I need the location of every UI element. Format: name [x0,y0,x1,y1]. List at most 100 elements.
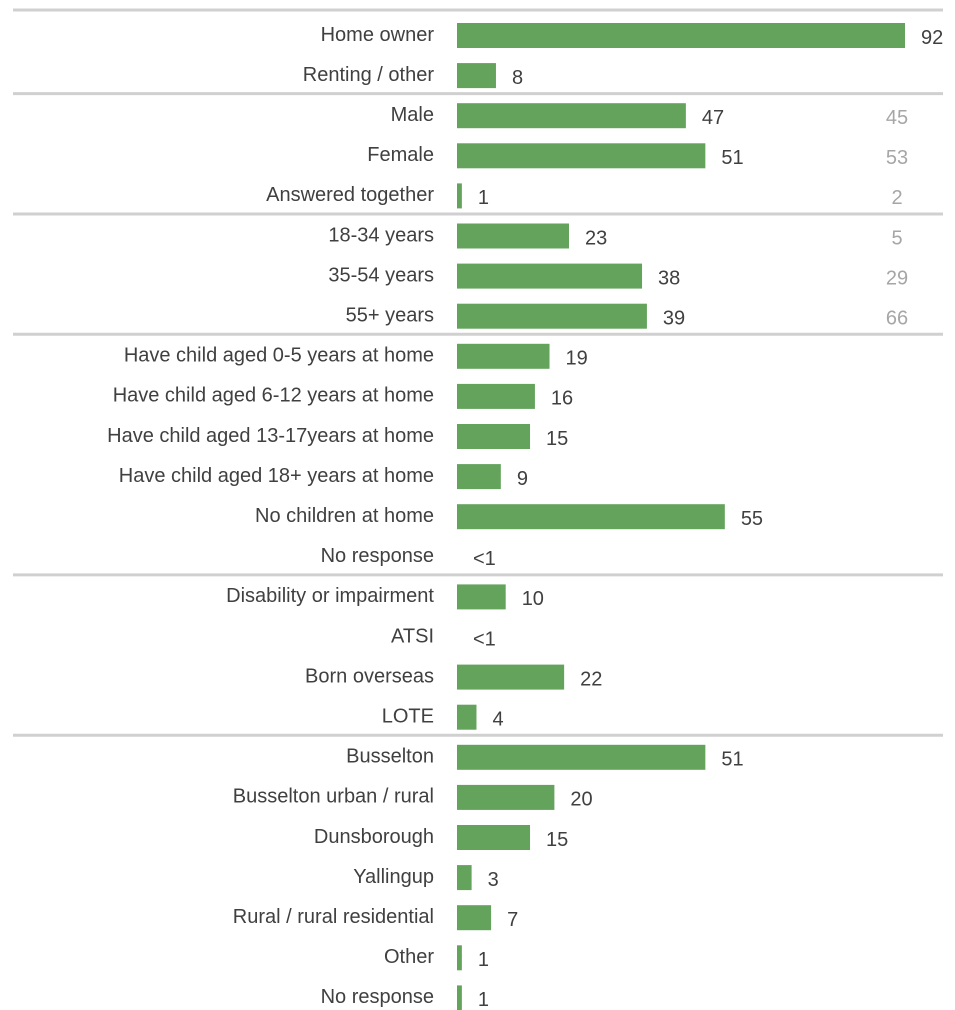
bar [457,143,706,169]
value-label: 1 [478,989,489,1010]
category-label: Home owner [321,24,435,46]
value-label: 92 [921,27,943,49]
category-label: Dunsborough [314,826,434,848]
bar [457,303,647,329]
value-label: 15 [546,829,568,851]
value-label: 22 [580,668,602,690]
bar [457,664,565,690]
value-label: 19 [566,348,588,370]
category-label: Other [384,946,434,968]
value-label: 55 [741,508,763,530]
comparison-label: 2 [891,187,902,209]
comparison-label: 29 [886,267,908,289]
chart-row: LOTE 4 [382,704,504,730]
value-label: 38 [658,267,680,289]
bar [457,63,496,89]
chart-row: Yallingup 3 [353,865,499,891]
chart-row: Have child aged 13-17years at home 15 [107,424,568,450]
bar [457,223,569,249]
category-label: Have child aged 0-5 years at home [124,345,434,367]
bar [457,784,555,810]
chart-row: Have child aged 6-12 years at home 16 [113,383,573,410]
category-label: No response [321,545,434,567]
group-separators [13,8,943,737]
value-label: 3 [488,869,499,891]
category-label: ATSI [391,625,434,647]
value-label: 23 [585,227,607,249]
chart-row: ATSI <1 [391,625,496,650]
value-label: 10 [522,588,544,610]
chart-row: Disability or impairment 10 [226,584,544,610]
chart-row: Home owner 92 [321,23,943,49]
category-label: Have child aged 18+ years at home [119,465,434,487]
bar [457,704,477,730]
value-label: 20 [570,789,592,811]
category-label: No children at home [255,505,434,527]
category-label: Yallingup [353,866,434,888]
category-label: No response [321,986,434,1008]
chart-row: 18-34 years 23 5 [328,223,903,249]
bar [457,504,725,530]
bar [457,985,462,1010]
bar [457,103,686,129]
chart-row: Other 1 [384,945,489,971]
value-label: 7 [507,909,518,931]
category-label: 55+ years [346,304,434,326]
chart-row: 55+ years 39 66 [346,303,908,329]
bar [457,424,531,449]
chart-row: Have child aged 0-5 years at home 19 [124,343,588,370]
value-label: 15 [546,428,568,450]
bar [457,464,501,490]
value-label: 1 [478,949,489,971]
bar [457,263,643,289]
chart-row: Rural / rural residential 7 [233,905,518,931]
bar [457,584,506,610]
bar [457,343,550,369]
bar [457,905,492,931]
comparison-label: 66 [886,307,908,329]
value-label: 47 [702,107,724,129]
chart-row: Renting / other 8 [303,63,523,89]
chart-row: Male 47 45 [391,103,908,129]
value-label: 39 [663,307,685,329]
value-label: <1 [473,628,496,650]
category-label: 18-34 years [328,224,434,246]
bar [457,825,531,850]
value-label: <1 [473,548,496,570]
category-label: LOTE [382,705,434,727]
chart-row: Busselton 51 [346,744,744,771]
category-label: Busselton urban / rural [233,786,434,808]
chart-row: Have child aged 18+ years at home 9 [119,464,528,490]
value-label: 51 [721,147,743,169]
chart-row: No children at home 55 [255,504,763,530]
value-label: 1 [478,187,489,209]
category-label: Answered together [266,184,434,206]
category-label: 35-54 years [328,264,434,286]
value-label: 4 [492,708,503,730]
chart-row: Born overseas 22 [305,664,602,690]
comparison-label: 45 [886,107,908,129]
bar [457,183,462,209]
chart-row: Dunsborough 15 [314,825,568,851]
category-label: Male [391,104,434,126]
category-label: Female [367,144,434,166]
value-label: 8 [512,67,523,89]
category-label: Born overseas [305,665,434,687]
category-label: Have child aged 6-12 years at home [113,385,434,407]
bar [457,23,905,48]
comparison-label: 53 [886,147,908,169]
chart-row: Busselton urban / rural 20 [233,784,593,811]
chart-row: Female 51 53 [367,143,908,169]
category-label: Rural / rural residential [233,906,434,928]
chart-row: Answered together 1 2 [266,183,903,209]
bar [457,383,535,409]
bar [457,865,472,891]
category-label: Busselton [346,746,434,768]
bar [457,744,706,770]
category-label: Renting / other [303,64,435,86]
comparison-label: 5 [891,227,902,249]
category-label: Have child aged 13-17years at home [107,425,434,447]
category-label: Disability or impairment [226,585,434,607]
